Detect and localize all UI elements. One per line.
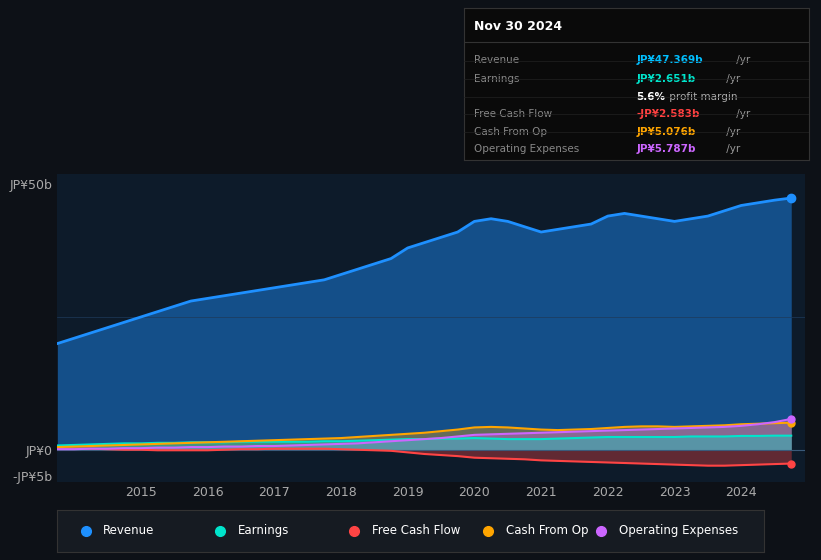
Text: Revenue: Revenue: [103, 524, 154, 537]
Text: Free Cash Flow: Free Cash Flow: [372, 524, 460, 537]
Text: JP¥2.651b: JP¥2.651b: [636, 74, 695, 83]
Text: /yr: /yr: [733, 55, 750, 65]
Text: Revenue: Revenue: [475, 55, 520, 65]
Text: Cash From Op: Cash From Op: [506, 524, 589, 537]
Text: Operating Expenses: Operating Expenses: [619, 524, 738, 537]
Text: /yr: /yr: [723, 127, 741, 137]
Text: Cash From Op: Cash From Op: [475, 127, 548, 137]
Text: -JP¥2.583b: -JP¥2.583b: [636, 109, 699, 119]
Text: Nov 30 2024: Nov 30 2024: [475, 21, 562, 34]
Text: /yr: /yr: [723, 74, 741, 83]
Text: profit margin: profit margin: [666, 92, 737, 102]
Text: JP¥47.369b: JP¥47.369b: [636, 55, 703, 65]
Text: Free Cash Flow: Free Cash Flow: [475, 109, 553, 119]
Text: /yr: /yr: [723, 144, 741, 154]
Text: /yr: /yr: [733, 109, 750, 119]
Text: 5.6%: 5.6%: [636, 92, 665, 102]
Text: Operating Expenses: Operating Expenses: [475, 144, 580, 154]
Text: Earnings: Earnings: [237, 524, 289, 537]
Text: JP¥5.076b: JP¥5.076b: [636, 127, 695, 137]
Text: Earnings: Earnings: [475, 74, 520, 83]
Text: JP¥5.787b: JP¥5.787b: [636, 144, 695, 154]
